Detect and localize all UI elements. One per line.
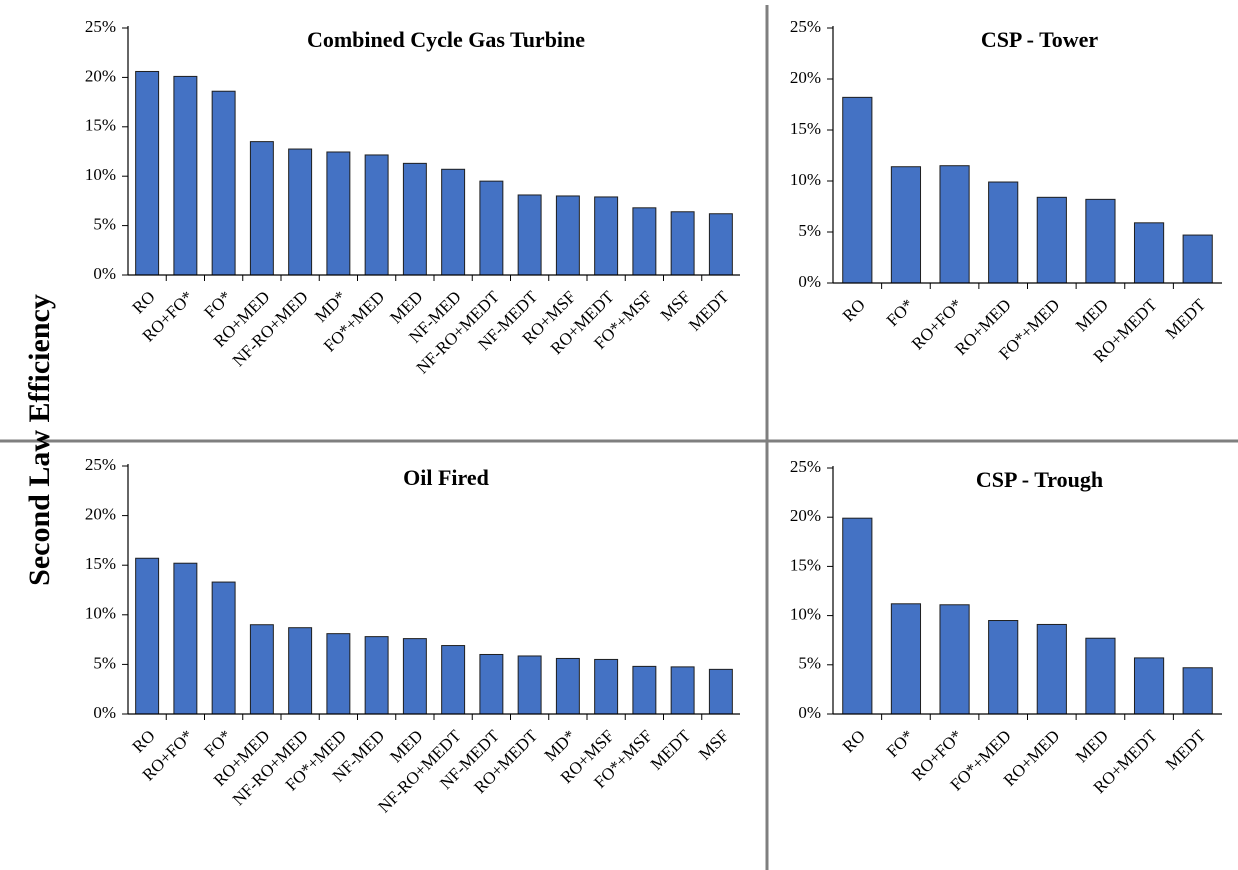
x-tick-label: MSF	[695, 726, 732, 763]
y-tick-label: 15%	[790, 119, 821, 138]
y-axis-label: Second Law Efficiency	[23, 294, 56, 586]
y-tick-label: 25%	[85, 455, 116, 474]
x-tick-label: FO*	[883, 295, 918, 330]
bar	[479, 180, 504, 276]
x-tick-label: MEDT	[647, 726, 695, 774]
y-tick-label: 25%	[790, 17, 821, 36]
chart-title: Combined Cycle Gas Turbine	[307, 27, 585, 52]
y-tick-label: 25%	[85, 17, 116, 36]
bar	[517, 194, 542, 276]
x-tick-label: RO	[129, 287, 159, 317]
y-tick-label: 15%	[790, 555, 821, 574]
chart-title: CSP - Tower	[981, 27, 1099, 52]
y-tick-label: 10%	[790, 605, 821, 624]
bar	[632, 665, 657, 715]
bar	[288, 627, 313, 715]
y-tick-label: 15%	[85, 116, 116, 135]
bar	[211, 90, 236, 276]
bar	[479, 653, 504, 715]
x-tick-label: MED	[1072, 295, 1112, 335]
bar	[988, 620, 1019, 715]
y-tick-label: 20%	[790, 506, 821, 525]
bar	[632, 207, 657, 276]
x-tick-label: MEDT	[1162, 726, 1210, 774]
bar	[364, 154, 389, 276]
bar	[441, 168, 466, 276]
bar	[1133, 657, 1165, 715]
y-tick-label: 5%	[798, 221, 821, 240]
y-tick-label: 20%	[85, 66, 116, 85]
x-tick-label: MEDT	[1162, 295, 1210, 343]
y-tick-label: 20%	[85, 505, 116, 524]
bar	[364, 636, 389, 715]
bar	[1085, 637, 1116, 715]
y-tick-label: 5%	[93, 653, 116, 672]
y-tick-label: 0%	[93, 703, 116, 722]
bar	[135, 70, 160, 276]
bar	[326, 633, 351, 715]
x-tick-label: MEDT	[685, 287, 733, 335]
bar	[1036, 196, 1067, 284]
bar	[1085, 198, 1116, 284]
chart-title: Oil Fired	[403, 465, 489, 490]
x-tick-label: RO	[839, 726, 869, 756]
bar	[402, 638, 427, 715]
bar	[135, 557, 160, 715]
bar	[842, 96, 873, 284]
bar	[670, 211, 695, 276]
bar	[1182, 667, 1213, 715]
bar	[594, 658, 619, 715]
bar	[594, 196, 619, 276]
bar	[670, 666, 695, 715]
bar	[517, 655, 542, 715]
y-tick-label: 5%	[798, 654, 821, 673]
bar	[890, 166, 922, 284]
y-tick-label: 0%	[798, 703, 821, 722]
y-tick-label: 20%	[790, 68, 821, 87]
y-tick-label: 15%	[85, 554, 116, 573]
bar	[441, 645, 466, 715]
x-tick-label: MED	[1072, 726, 1112, 766]
bar	[326, 151, 351, 276]
x-tick-label: RO	[129, 726, 159, 756]
bar	[211, 581, 236, 715]
bar	[1133, 222, 1165, 284]
y-tick-label: 10%	[85, 165, 116, 184]
bar	[402, 162, 427, 276]
bar	[1182, 234, 1213, 284]
bar	[939, 604, 970, 715]
bar	[939, 165, 970, 284]
y-tick-label: 25%	[790, 457, 821, 476]
bar	[708, 668, 733, 715]
y-tick-label: 10%	[85, 604, 116, 623]
bar	[988, 181, 1019, 284]
bar	[249, 624, 274, 715]
y-tick-label: 0%	[93, 264, 116, 283]
bar	[173, 75, 198, 276]
x-tick-label: FO*	[883, 726, 918, 761]
bar	[890, 603, 922, 715]
y-tick-label: 0%	[798, 272, 821, 291]
bar	[288, 148, 313, 276]
y-tick-label: 5%	[93, 215, 116, 234]
x-tick-label: RO	[839, 295, 869, 325]
chart-title: CSP - Trough	[976, 467, 1103, 492]
bar	[842, 517, 873, 715]
bar	[249, 141, 274, 276]
bar	[173, 562, 198, 715]
y-tick-label: 10%	[790, 170, 821, 189]
bar	[708, 213, 733, 276]
bar	[555, 657, 580, 715]
bar	[555, 195, 580, 276]
bar	[1036, 623, 1067, 715]
